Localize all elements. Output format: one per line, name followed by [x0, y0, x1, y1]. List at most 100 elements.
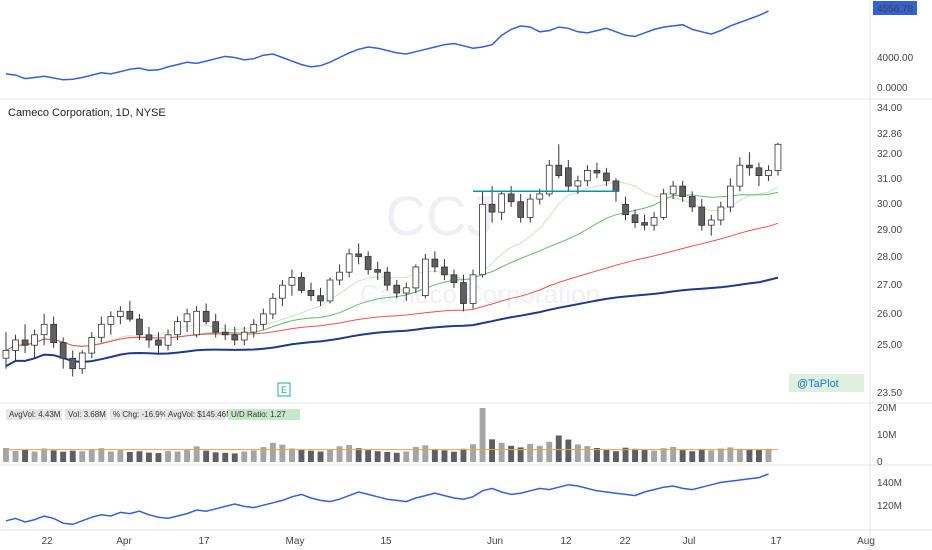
price-tick: 26.00: [877, 309, 902, 320]
x-tick: May: [286, 536, 305, 547]
candle-body: [278, 284, 286, 299]
x-tick: 17: [770, 536, 782, 547]
candle-body: [164, 334, 172, 346]
candle-body: [555, 164, 563, 176]
candle-body: [317, 295, 324, 302]
earnings-label: E: [281, 385, 287, 395]
candle-body: [307, 289, 315, 296]
candle-body: [250, 323, 258, 333]
candle-body: [488, 203, 496, 213]
price-tick: 27.00: [877, 280, 902, 291]
lower-tick: 140M: [877, 478, 902, 489]
volume-bar: [79, 451, 86, 462]
x-tick: 22: [41, 536, 53, 547]
volume-bar: [746, 449, 753, 462]
volume-bar: [660, 448, 667, 462]
volume-bar: [222, 452, 229, 462]
last-price-label: 32.86: [877, 129, 902, 140]
watermark-ticker: CCJ: [386, 184, 495, 247]
candle-body: [517, 201, 525, 218]
volume-bar: [355, 448, 362, 462]
candle-body: [259, 313, 267, 325]
stat-box: [165, 409, 225, 420]
watermark-name: Cameco Corporation: [360, 279, 600, 309]
volume-bar: [12, 450, 19, 462]
chart-title: Cameco Corporation, 1D, NYSE: [8, 107, 166, 119]
candle-body: [31, 334, 38, 346]
volume-bar: [384, 452, 391, 462]
volume-bar: [50, 450, 57, 462]
volume-bar: [3, 448, 9, 462]
taplot-badge: [789, 374, 864, 392]
volume-bar: [374, 451, 381, 462]
volume-bar: [365, 450, 372, 462]
x-tick: Apr: [116, 536, 132, 547]
candle-body: [574, 180, 582, 187]
candle-body: [679, 185, 687, 197]
volume-bar: [698, 449, 705, 462]
volume-bar: [98, 448, 105, 462]
stat-box: [228, 409, 300, 420]
volume-bar: [536, 445, 543, 462]
candle-body: [59, 342, 67, 359]
candle-body: [631, 214, 639, 224]
volume-bar: [622, 447, 629, 462]
volume-bar: [317, 451, 324, 462]
x-tick: 12: [560, 536, 572, 547]
volume-bar: [88, 449, 95, 462]
volume-bar: [422, 445, 429, 462]
volume-bar: [31, 451, 38, 462]
candle-body: [202, 310, 210, 323]
volume-bar: [308, 450, 314, 462]
candle-body: [536, 193, 544, 200]
volume-bar: [136, 451, 143, 462]
x-tick: 22: [619, 536, 631, 547]
candle-body: [421, 258, 429, 297]
index-tick: 4000.00: [877, 53, 914, 64]
volume-bar: [289, 448, 295, 462]
candle-body: [526, 198, 534, 218]
candle-body: [393, 284, 401, 294]
candle-body: [412, 266, 420, 289]
volume-bar: [441, 450, 448, 462]
candle-body: [240, 331, 248, 341]
candle-body: [450, 274, 458, 283]
candle-body: [298, 276, 305, 291]
candle-body: [88, 336, 96, 354]
candle-body: [746, 164, 753, 169]
price-tick: 28.00: [877, 252, 902, 263]
candle-body: [479, 203, 486, 276]
candle-body: [707, 219, 715, 226]
candle-body: [612, 180, 620, 192]
price-tick: 23.50: [877, 388, 902, 399]
candle-body: [660, 193, 668, 218]
candle-body: [183, 313, 191, 323]
candle-body: [765, 169, 772, 176]
volume-bar: [470, 444, 476, 462]
candle-body: [383, 271, 391, 286]
candle-body: [622, 203, 629, 216]
candle-body: [50, 323, 58, 343]
volume-bar: [508, 445, 515, 462]
volume-bar: [574, 444, 581, 462]
candle-body: [364, 256, 372, 270]
volume-bar: [155, 453, 162, 462]
volume-bar: [346, 445, 353, 462]
candle-body: [593, 169, 601, 174]
x-tick: 15: [380, 536, 392, 547]
volume-bar: [431, 449, 438, 462]
candle-body: [12, 339, 19, 351]
volume-bar: [527, 443, 534, 462]
x-tick: Jul: [683, 536, 696, 547]
ma-long-line: [5, 276, 779, 367]
candle-body: [498, 193, 506, 213]
candle-body: [288, 276, 296, 286]
candle-body: [231, 334, 239, 341]
candle-body: [441, 266, 448, 276]
stat-box: [110, 409, 162, 420]
volume-bar: [517, 447, 524, 462]
candle-body: [374, 269, 382, 273]
volume-bar: [269, 442, 276, 462]
volume-bar: [403, 451, 410, 462]
